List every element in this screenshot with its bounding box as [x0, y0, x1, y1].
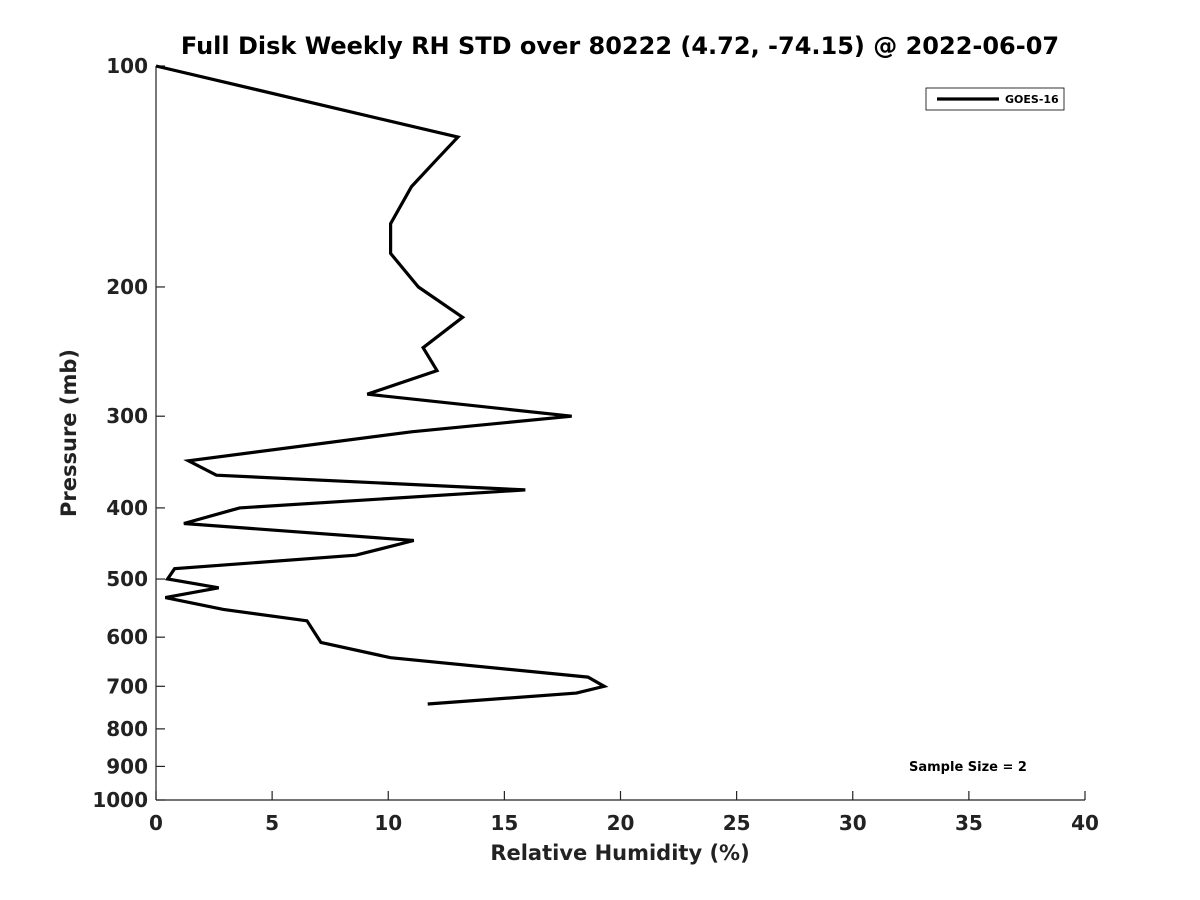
y-tick-label-300: 300	[106, 404, 148, 428]
y-tick-label-200: 200	[106, 275, 148, 299]
x-tick-label-30: 30	[839, 811, 867, 835]
y-tick-label-600: 600	[106, 625, 148, 649]
sample-size-annotation: Sample Size = 2	[909, 760, 1027, 775]
series-line-goes-16	[155, 64, 609, 706]
y-tick-label-1000: 1000	[92, 788, 148, 812]
x-tick-label-0: 0	[149, 811, 163, 835]
x-axis-ticks: 0 5 10 15 20 25 30 35 40	[149, 791, 1099, 835]
x-tick-label-40: 40	[1071, 811, 1099, 835]
x-tick-label-15: 15	[490, 811, 518, 835]
y-tick-label-900: 900	[106, 754, 148, 778]
series-group	[155, 64, 609, 706]
x-tick-label-25: 25	[723, 811, 751, 835]
x-axis-label: Relative Humidity (%)	[490, 841, 749, 865]
y-tick-label-500: 500	[106, 567, 148, 591]
y-axis-ticks: 100 200 300 400 500 600 700 800 900 1000	[92, 54, 165, 812]
x-tick-label-35: 35	[955, 811, 983, 835]
legend: GOES-16	[925, 87, 1065, 111]
legend-label-goes-16: GOES-16	[1005, 93, 1059, 106]
y-tick-label-700: 700	[106, 674, 148, 698]
y-tick-label-800: 800	[106, 717, 148, 741]
x-tick-label-10: 10	[374, 811, 402, 835]
y-tick-label-400: 400	[106, 496, 148, 520]
x-tick-label-5: 5	[265, 811, 279, 835]
chart-title: Full Disk Weekly RH STD over 80222 (4.72…	[181, 32, 1059, 60]
x-tick-label-20: 20	[607, 811, 635, 835]
y-axis-label: Pressure (mb)	[57, 349, 81, 517]
axes	[155, 66, 1085, 801]
y-tick-label-100: 100	[106, 54, 148, 78]
